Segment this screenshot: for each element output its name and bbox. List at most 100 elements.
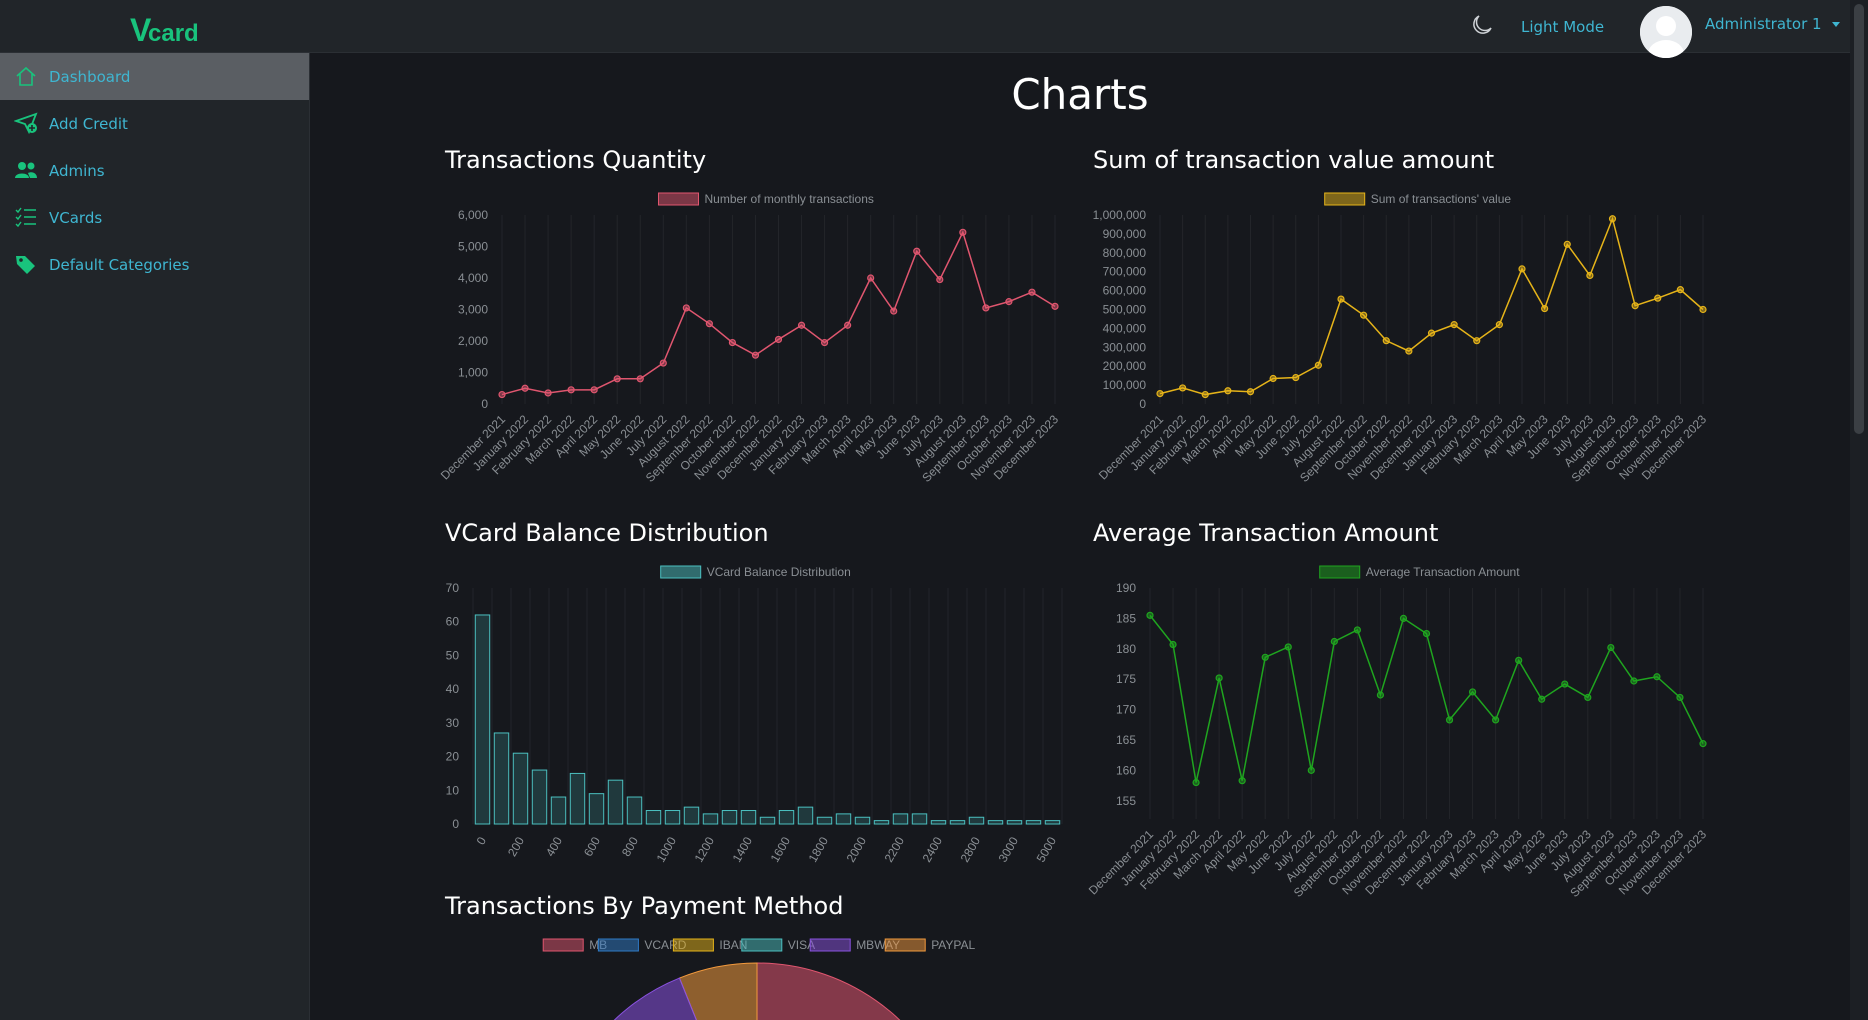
- legend-swatch: [658, 192, 699, 206]
- data-point: [1051, 302, 1059, 310]
- bar: [778, 810, 795, 825]
- data-point: [1292, 373, 1300, 382]
- data-point: [1630, 677, 1638, 685]
- list-check-icon: [15, 207, 36, 228]
- data-point: [1631, 302, 1639, 310]
- legend-swatch: [1319, 565, 1361, 579]
- bar: [816, 816, 833, 825]
- y-tick-label: 800,000: [1103, 246, 1147, 260]
- y-tick-label: 180: [1116, 642, 1136, 656]
- y-tick-label: 100,000: [1103, 378, 1147, 392]
- x-tick-label: 2400: [920, 834, 946, 864]
- data-point: [1314, 361, 1322, 369]
- data-point: [1538, 695, 1546, 703]
- x-tick-label: 2800: [958, 834, 984, 864]
- user-dropdown[interactable]: Administrator 1: [1705, 15, 1840, 33]
- y-tick-label: 155: [1116, 794, 1136, 808]
- data-point: [1473, 337, 1481, 345]
- data-point: [613, 375, 621, 383]
- legend-swatch: [1324, 192, 1366, 206]
- data-point: [1146, 611, 1154, 619]
- sidebar-item-add-credit[interactable]: Add Credit: [0, 100, 309, 147]
- vcard-logo[interactable]: V card: [130, 8, 210, 48]
- pie-slice-mbway: [613, 977, 697, 1020]
- data-point: [1405, 347, 1413, 355]
- data-point: [890, 307, 898, 315]
- y-tick-label: 200,000: [1103, 359, 1147, 373]
- data-point: [797, 321, 806, 329]
- bar: [607, 779, 624, 825]
- sidebar: Dashboard Add Credit Admins VCards Defau…: [0, 53, 310, 1020]
- bar: [1006, 820, 1023, 825]
- data-point: [705, 320, 713, 328]
- bar: [835, 813, 852, 825]
- data-point: [1337, 295, 1345, 303]
- light-mode-toggle[interactable]: Light Mode: [1521, 18, 1605, 36]
- sidebar-item-dashboard[interactable]: Dashboard: [0, 53, 309, 100]
- average-amount-chart[interactable]: Average Transaction Amount 155 160 165 170 17…: [1086, 558, 1720, 900]
- sidebar-item-label: Default Categories: [49, 256, 190, 274]
- data-point: [1156, 390, 1164, 398]
- legend-label: IBAN: [719, 938, 747, 952]
- bar: [797, 806, 814, 825]
- y-tick-label: 3,000: [458, 303, 488, 317]
- data-point: [1261, 653, 1269, 661]
- y-tick-label: 700,000: [1103, 265, 1147, 279]
- x-tick-label: 5000: [1034, 834, 1060, 864]
- sidebar-item-default-categories[interactable]: Default Categories: [0, 241, 309, 288]
- payment-method-chart[interactable]: MBVCARDIBANVISAMBWAYPAYPAL: [440, 930, 1070, 1020]
- bar: [892, 813, 909, 825]
- legend-swatch: [884, 938, 926, 952]
- data-point: [1561, 680, 1569, 688]
- moon-icon[interactable]: [1470, 13, 1494, 37]
- data-point: [1492, 716, 1500, 724]
- data-point: [1515, 656, 1523, 664]
- data-point: [1005, 298, 1013, 306]
- pie-slice-mb: [756, 962, 901, 1020]
- y-tick-label: 900,000: [1103, 227, 1147, 241]
- data-point: [1307, 766, 1315, 774]
- data-point: [913, 247, 921, 255]
- y-tick-label: 70: [446, 581, 460, 595]
- y-tick-label: 400,000: [1103, 321, 1147, 335]
- sidebar-item-vcards[interactable]: VCards: [0, 194, 309, 241]
- bar: [664, 810, 681, 825]
- y-tick-label: 500,000: [1103, 303, 1147, 317]
- data-point: [1676, 693, 1684, 702]
- sum-value-chart[interactable]: Sum of transactions' value 0 100,000 200,00…: [1090, 185, 1720, 505]
- x-tick-label: 2200: [882, 834, 908, 864]
- sidebar-item-admins[interactable]: Admins: [0, 147, 309, 194]
- home-icon: [16, 66, 36, 86]
- y-tick-label: 30: [446, 716, 460, 730]
- data-point: [751, 351, 760, 359]
- x-tick-label: 1000: [654, 834, 680, 864]
- chart-title-sum-value: Sum of transaction value amount: [1093, 146, 1495, 174]
- scrollbar-thumb[interactable]: [1854, 4, 1864, 434]
- y-tick-label: 1,000,000: [1093, 208, 1147, 222]
- user-avatar[interactable]: [1640, 6, 1692, 58]
- tags-icon: [16, 256, 35, 274]
- x-tick-label: 600: [581, 834, 603, 859]
- legend-swatch: [660, 565, 702, 579]
- bar: [531, 769, 548, 825]
- x-tick-label: 200: [505, 834, 527, 859]
- data-point: [1676, 286, 1684, 294]
- balance-distribution-chart[interactable]: VCard Balance Distribution 0 10 20 30 40 50 60 7…: [440, 558, 1070, 873]
- legend-label: VCard Balance Distribution: [707, 565, 851, 579]
- data-point: [1028, 288, 1036, 296]
- transactions-quantity-chart[interactable]: Number of monthly transactions 0 1,000 2,00…: [438, 185, 1070, 505]
- y-tick-label: 40: [446, 682, 460, 696]
- data-point: [682, 304, 690, 312]
- page-scrollbar[interactable]: [1850, 0, 1868, 1020]
- bar: [949, 820, 966, 825]
- y-tick-label: 0: [1139, 397, 1146, 411]
- data-point: [590, 386, 598, 394]
- data-point: [1330, 637, 1338, 646]
- data-point: [1360, 311, 1368, 319]
- bar: [1044, 820, 1061, 825]
- avatar-silhouette-icon: [1640, 6, 1692, 58]
- bar: [493, 732, 510, 825]
- top-navbar: V card Light Mode Administrator 1: [0, 0, 1850, 58]
- y-tick-label: 50: [446, 648, 460, 662]
- y-tick-label: 160: [1116, 763, 1136, 777]
